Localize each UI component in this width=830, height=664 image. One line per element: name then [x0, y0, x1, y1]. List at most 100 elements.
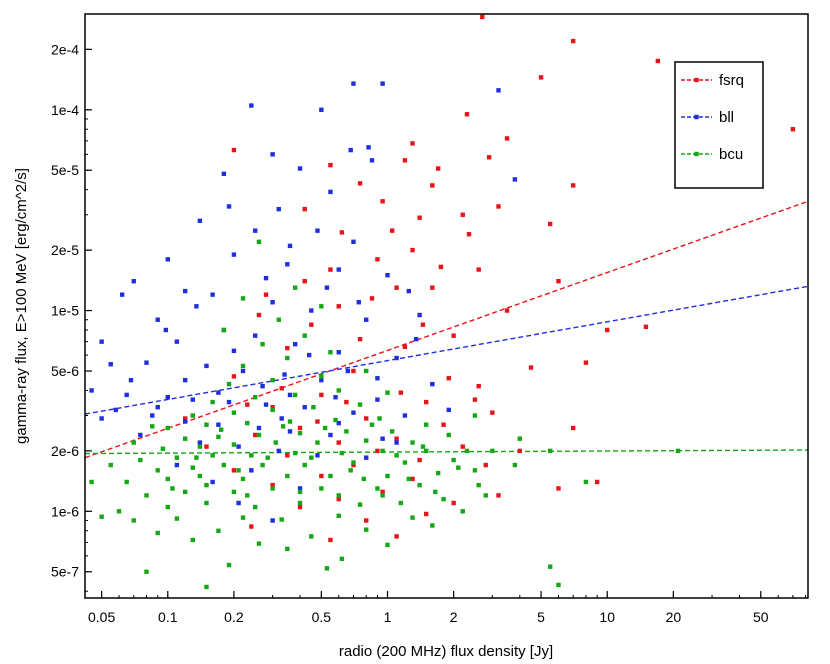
point-bll [124, 392, 129, 398]
point-bcu [231, 410, 237, 415]
point-fsrq [472, 397, 478, 402]
point-bll [210, 479, 215, 485]
point-bcu [131, 518, 136, 523]
y-tick-label: 5e-6 [51, 363, 79, 379]
point-fsrq [556, 279, 561, 284]
point-bcu [256, 432, 262, 438]
point-fsrq [380, 199, 385, 204]
point-bcu [253, 395, 258, 400]
point-bcu [297, 489, 303, 495]
point-bcu [339, 450, 345, 456]
point-bcu [547, 564, 553, 569]
point-fsrq [423, 511, 429, 517]
point-bcu [309, 534, 314, 539]
point-bcu [483, 493, 488, 498]
point-fsrq [351, 368, 356, 374]
point-bll [351, 239, 356, 244]
point-bll [256, 425, 262, 431]
point-bcu [385, 390, 390, 395]
point-bcu [423, 422, 429, 427]
point-bcu [364, 527, 369, 532]
point-bcu [270, 486, 275, 491]
point-bll [369, 158, 375, 163]
x-tick-label: 2 [450, 609, 458, 625]
point-fsrq [476, 267, 481, 272]
y-tick-label: 1e-5 [51, 303, 79, 319]
point-bcu [339, 556, 345, 562]
point-fsrq [270, 405, 275, 410]
fit-line-bcu [84, 449, 809, 455]
point-bcu [256, 541, 262, 546]
point-fsrq [394, 534, 399, 539]
point-bcu [260, 341, 265, 347]
point-bcu [270, 407, 275, 413]
point-bll [333, 395, 338, 400]
point-bll [216, 390, 221, 395]
point-fsrq [398, 390, 404, 395]
point-bcu [218, 427, 224, 432]
point-fsrq [417, 457, 422, 463]
point-fsrq [466, 232, 472, 237]
point-bll [315, 453, 320, 458]
point-bcu [226, 381, 232, 387]
point-bcu [297, 500, 303, 506]
point-fsrq [496, 493, 501, 498]
point-bll [287, 392, 293, 398]
point-fsrq [369, 296, 375, 301]
point-bcu [240, 515, 246, 520]
point-bcu [375, 486, 380, 491]
point-bll [182, 377, 188, 383]
point-bll [182, 419, 188, 424]
point-bll [253, 228, 258, 233]
point-fsrq [430, 285, 435, 290]
point-fsrq [496, 204, 501, 209]
legend-label-fsrq: fsrq [719, 72, 744, 89]
point-bll [297, 166, 303, 171]
point-bll [174, 339, 180, 344]
point-fsrq [380, 489, 385, 495]
point-bll [138, 432, 143, 438]
point-bcu [364, 368, 369, 374]
point-fsrq [336, 440, 341, 445]
point-bcu [170, 486, 175, 491]
point-bcu [309, 455, 314, 460]
point-fsrq [394, 436, 399, 441]
data-points [89, 14, 796, 590]
point-fsrq [655, 58, 661, 64]
point-fsrq [570, 38, 576, 44]
point-bcu [385, 542, 390, 548]
point-fsrq [480, 14, 485, 20]
point-bcu [236, 468, 241, 473]
point-bll [402, 413, 408, 418]
point-bcu [333, 417, 338, 423]
point-bll [417, 312, 422, 318]
point-bcu [204, 500, 209, 506]
point-fsrq [182, 416, 188, 421]
point-fsrq [483, 462, 488, 468]
point-bcu [348, 468, 353, 473]
point-bcu [344, 429, 349, 434]
point-bll [216, 422, 221, 427]
point-bll [253, 333, 258, 338]
point-fsrq [336, 304, 341, 309]
point-fsrq [297, 425, 303, 431]
point-bcu [165, 425, 170, 431]
point-bcu [547, 448, 553, 454]
point-bll [150, 413, 155, 418]
point-bcu [144, 569, 149, 574]
point-bcu [441, 496, 446, 502]
point-fsrq [643, 324, 649, 329]
point-fsrq [430, 183, 435, 188]
point-fsrq [328, 162, 333, 168]
y-tick-label: 5e-5 [51, 162, 79, 178]
y-tick-label: 5e-7 [51, 564, 79, 580]
point-bcu [406, 476, 411, 482]
point-bcu [99, 514, 104, 519]
point-fsrq [451, 333, 456, 338]
point-fsrq [570, 425, 576, 431]
point-bcu [398, 500, 404, 506]
point-bcu [464, 448, 470, 454]
point-bcu [182, 489, 188, 495]
legend-box [674, 61, 764, 189]
point-bcu [197, 473, 203, 479]
